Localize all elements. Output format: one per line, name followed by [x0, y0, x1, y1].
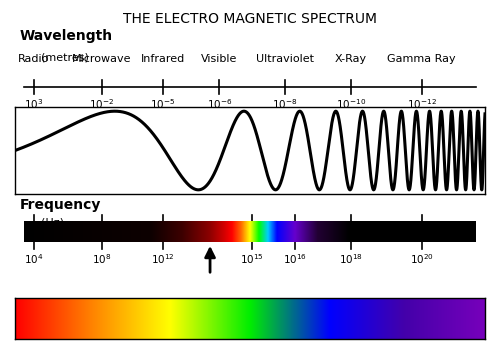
Text: Radio: Radio [18, 54, 50, 64]
Text: $10^{20}$: $10^{20}$ [410, 253, 434, 266]
Text: Microwave: Microwave [72, 54, 132, 64]
Text: $10^{-2}$: $10^{-2}$ [90, 97, 114, 111]
Text: X-Ray: X-Ray [335, 54, 367, 64]
Text: Frequency: Frequency [20, 198, 101, 212]
Text: (metres): (metres) [41, 52, 88, 62]
Text: $10^{15}$: $10^{15}$ [240, 253, 264, 266]
Text: $10^{4}$: $10^{4}$ [24, 253, 44, 266]
Text: $10^{-12}$: $10^{-12}$ [406, 97, 436, 111]
Text: $10^{18}$: $10^{18}$ [339, 253, 363, 266]
Text: Ultraviolet: Ultraviolet [256, 54, 314, 64]
Text: $10^{16}$: $10^{16}$ [282, 253, 306, 266]
Text: $10^{-8}$: $10^{-8}$ [272, 97, 298, 111]
Text: $10^{8}$: $10^{8}$ [92, 253, 112, 266]
Text: Gamma Ray: Gamma Ray [387, 54, 456, 64]
Text: (Hz): (Hz) [41, 218, 64, 228]
Text: Wavelength: Wavelength [20, 29, 113, 43]
Text: Visible: Visible [202, 54, 237, 64]
Text: THE ELECTRO MAGNETIC SPECTRUM: THE ELECTRO MAGNETIC SPECTRUM [123, 12, 377, 26]
Text: $10^{-5}$: $10^{-5}$ [150, 97, 176, 111]
Text: Infrared: Infrared [141, 54, 185, 64]
Text: $10^{-10}$: $10^{-10}$ [336, 97, 366, 111]
Text: $10^{-6}$: $10^{-6}$ [206, 97, 232, 111]
Text: $10^{12}$: $10^{12}$ [151, 253, 175, 266]
Text: $10^{3}$: $10^{3}$ [24, 97, 44, 111]
